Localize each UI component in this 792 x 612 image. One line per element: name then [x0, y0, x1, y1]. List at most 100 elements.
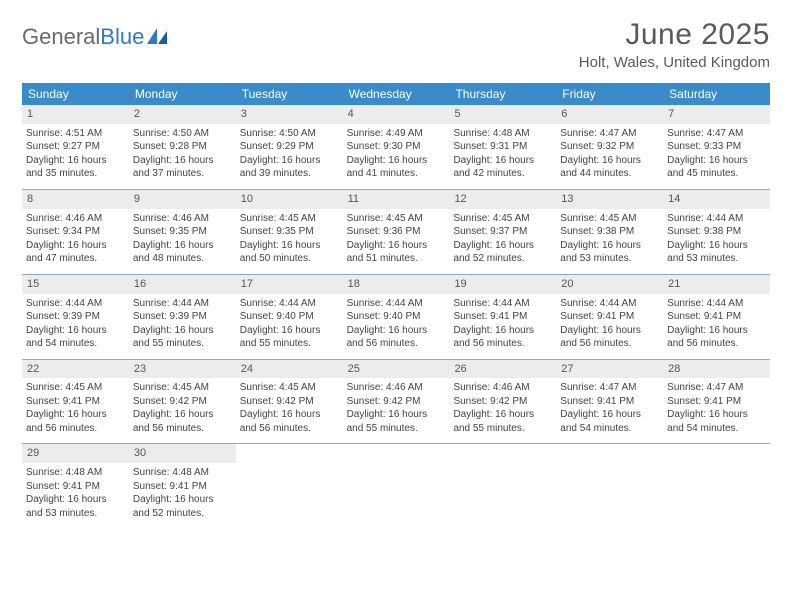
day-cell: 2 Sunrise: 4:50 AMSunset: 9:28 PMDaylight… [129, 105, 236, 189]
daylight-text: Daylight: 16 hours and 52 minutes. [453, 239, 552, 266]
sunrise-text: Sunrise: 4:44 AM [26, 297, 125, 311]
day-cell: 23Sunrise: 4:45 AMSunset: 9:42 PMDayligh… [129, 360, 236, 444]
sunrise-text: Sunrise: 4:45 AM [347, 212, 446, 226]
day-number: 28 [663, 360, 770, 379]
sunrise-text: Sunrise: 4:45 AM [26, 381, 125, 395]
day-cell [449, 444, 556, 528]
sunset-text: Sunset: 9:41 PM [560, 310, 659, 324]
sunrise-text: Sunrise: 4:46 AM [453, 381, 552, 395]
sunset-text: Sunset: 9:42 PM [347, 395, 446, 409]
day-number: 3 [236, 105, 343, 124]
logo-text-blue: Blue [100, 24, 144, 50]
sunrise-text: Sunrise: 4:45 AM [240, 212, 339, 226]
sunrise-text: Sunrise: 4:47 AM [667, 127, 766, 141]
day-cell [663, 444, 770, 528]
daylight-text: Daylight: 16 hours and 56 minutes. [240, 408, 339, 435]
sunset-text: Sunset: 9:36 PM [347, 225, 446, 239]
sunrise-text: Sunrise: 4:44 AM [667, 212, 766, 226]
sunrise-text: Sunrise: 4:48 AM [453, 127, 552, 141]
daylight-text: Daylight: 16 hours and 44 minutes. [560, 154, 659, 181]
daylight-text: Daylight: 16 hours and 37 minutes. [133, 154, 232, 181]
daylight-text: Daylight: 16 hours and 53 minutes. [560, 239, 659, 266]
day-cell: 11Sunrise: 4:45 AMSunset: 9:36 PMDayligh… [343, 190, 450, 274]
sunrise-text: Sunrise: 4:50 AM [133, 127, 232, 141]
sunrise-text: Sunrise: 4:44 AM [347, 297, 446, 311]
logo-text-gray: General [22, 24, 100, 50]
sunset-text: Sunset: 9:41 PM [26, 395, 125, 409]
day-number: 4 [343, 105, 450, 124]
day-cell: 9 Sunrise: 4:46 AMSunset: 9:35 PMDaylight… [129, 190, 236, 274]
sunset-text: Sunset: 9:29 PM [240, 140, 339, 154]
logo: GeneralBlue [22, 24, 169, 50]
daylight-text: Daylight: 16 hours and 53 minutes. [26, 493, 125, 520]
week-row: 1Sunrise: 4:51 AMSunset: 9:27 PMDaylight… [22, 105, 770, 190]
sunrise-text: Sunrise: 4:45 AM [133, 381, 232, 395]
sunset-text: Sunset: 9:38 PM [560, 225, 659, 239]
sunrise-text: Sunrise: 4:46 AM [347, 381, 446, 395]
day-cell: 18Sunrise: 4:44 AMSunset: 9:40 PMDayligh… [343, 275, 450, 359]
sunset-text: Sunset: 9:38 PM [667, 225, 766, 239]
sunrise-text: Sunrise: 4:44 AM [560, 297, 659, 311]
day-number: 30 [129, 444, 236, 463]
sunrise-text: Sunrise: 4:45 AM [560, 212, 659, 226]
day-number: 25 [343, 360, 450, 379]
sunrise-text: Sunrise: 4:51 AM [26, 127, 125, 141]
day-number: 12 [449, 190, 556, 209]
day-number: 13 [556, 190, 663, 209]
daylight-text: Daylight: 16 hours and 55 minutes. [133, 324, 232, 351]
day-cell: 4Sunrise: 4:49 AMSunset: 9:30 PMDaylight… [343, 105, 450, 189]
weekday-header: Wednesday [343, 83, 450, 105]
sunset-text: Sunset: 9:40 PM [347, 310, 446, 324]
sunset-text: Sunset: 9:42 PM [240, 395, 339, 409]
day-number: 15 [22, 275, 129, 294]
calendar: SundayMondayTuesdayWednesdayThursdayFrid… [22, 83, 770, 528]
day-number: 5 [449, 105, 556, 124]
day-cell [343, 444, 450, 528]
daylight-text: Daylight: 16 hours and 55 minutes. [453, 408, 552, 435]
daylight-text: Daylight: 16 hours and 48 minutes. [133, 239, 232, 266]
sunrise-text: Sunrise: 4:46 AM [133, 212, 232, 226]
day-number: 20 [556, 275, 663, 294]
daylight-text: Daylight: 16 hours and 39 minutes. [240, 154, 339, 181]
day-cell: 17Sunrise: 4:44 AMSunset: 9:40 PMDayligh… [236, 275, 343, 359]
daylight-text: Daylight: 16 hours and 56 minutes. [26, 408, 125, 435]
day-cell: 7Sunrise: 4:47 AMSunset: 9:33 PMDaylight… [663, 105, 770, 189]
day-cell: 10Sunrise: 4:45 AMSunset: 9:35 PMDayligh… [236, 190, 343, 274]
day-cell: 16Sunrise: 4:44 AMSunset: 9:39 PMDayligh… [129, 275, 236, 359]
day-cell: 15 Sunrise: 4:44 AMSunset: 9:39 PMDayligh… [22, 275, 129, 359]
sunset-text: Sunset: 9:35 PM [133, 225, 232, 239]
daylight-text: Daylight: 16 hours and 56 minutes. [453, 324, 552, 351]
sunset-text: Sunset: 9:39 PM [26, 310, 125, 324]
day-number: 19 [449, 275, 556, 294]
day-number: 27 [556, 360, 663, 379]
location: Holt, Wales, United Kingdom [579, 54, 770, 71]
sunset-text: Sunset: 9:41 PM [26, 480, 125, 494]
day-number: 22 [22, 360, 129, 379]
daylight-text: Daylight: 16 hours and 54 minutes. [26, 324, 125, 351]
daylight-text: Daylight: 16 hours and 41 minutes. [347, 154, 446, 181]
sunrise-text: Sunrise: 4:44 AM [133, 297, 232, 311]
day-number: 9 [129, 190, 236, 209]
sunrise-text: Sunrise: 4:49 AM [347, 127, 446, 141]
sunrise-text: Sunrise: 4:47 AM [560, 381, 659, 395]
sunset-text: Sunset: 9:42 PM [133, 395, 232, 409]
daylight-text: Daylight: 16 hours and 56 minutes. [667, 324, 766, 351]
day-cell: 24Sunrise: 4:45 AMSunset: 9:42 PMDayligh… [236, 360, 343, 444]
daylight-text: Daylight: 16 hours and 55 minutes. [347, 408, 446, 435]
weekday-header-row: SundayMondayTuesdayWednesdayThursdayFrid… [22, 83, 770, 105]
day-cell: 5Sunrise: 4:48 AMSunset: 9:31 PMDaylight… [449, 105, 556, 189]
day-cell: 26Sunrise: 4:46 AMSunset: 9:42 PMDayligh… [449, 360, 556, 444]
day-cell: 1Sunrise: 4:51 AMSunset: 9:27 PMDaylight… [22, 105, 129, 189]
daylight-text: Daylight: 16 hours and 56 minutes. [133, 408, 232, 435]
day-cell: 22 Sunrise: 4:45 AMSunset: 9:41 PMDayligh… [22, 360, 129, 444]
day-cell [556, 444, 663, 528]
daylight-text: Daylight: 16 hours and 47 minutes. [26, 239, 125, 266]
sunset-text: Sunset: 9:37 PM [453, 225, 552, 239]
weekday-header: Thursday [449, 83, 556, 105]
sunrise-text: Sunrise: 4:48 AM [26, 466, 125, 480]
sunrise-text: Sunrise: 4:45 AM [240, 381, 339, 395]
sunset-text: Sunset: 9:28 PM [133, 140, 232, 154]
sunset-text: Sunset: 9:34 PM [26, 225, 125, 239]
day-number: 2 [129, 105, 236, 124]
sunrise-text: Sunrise: 4:44 AM [240, 297, 339, 311]
